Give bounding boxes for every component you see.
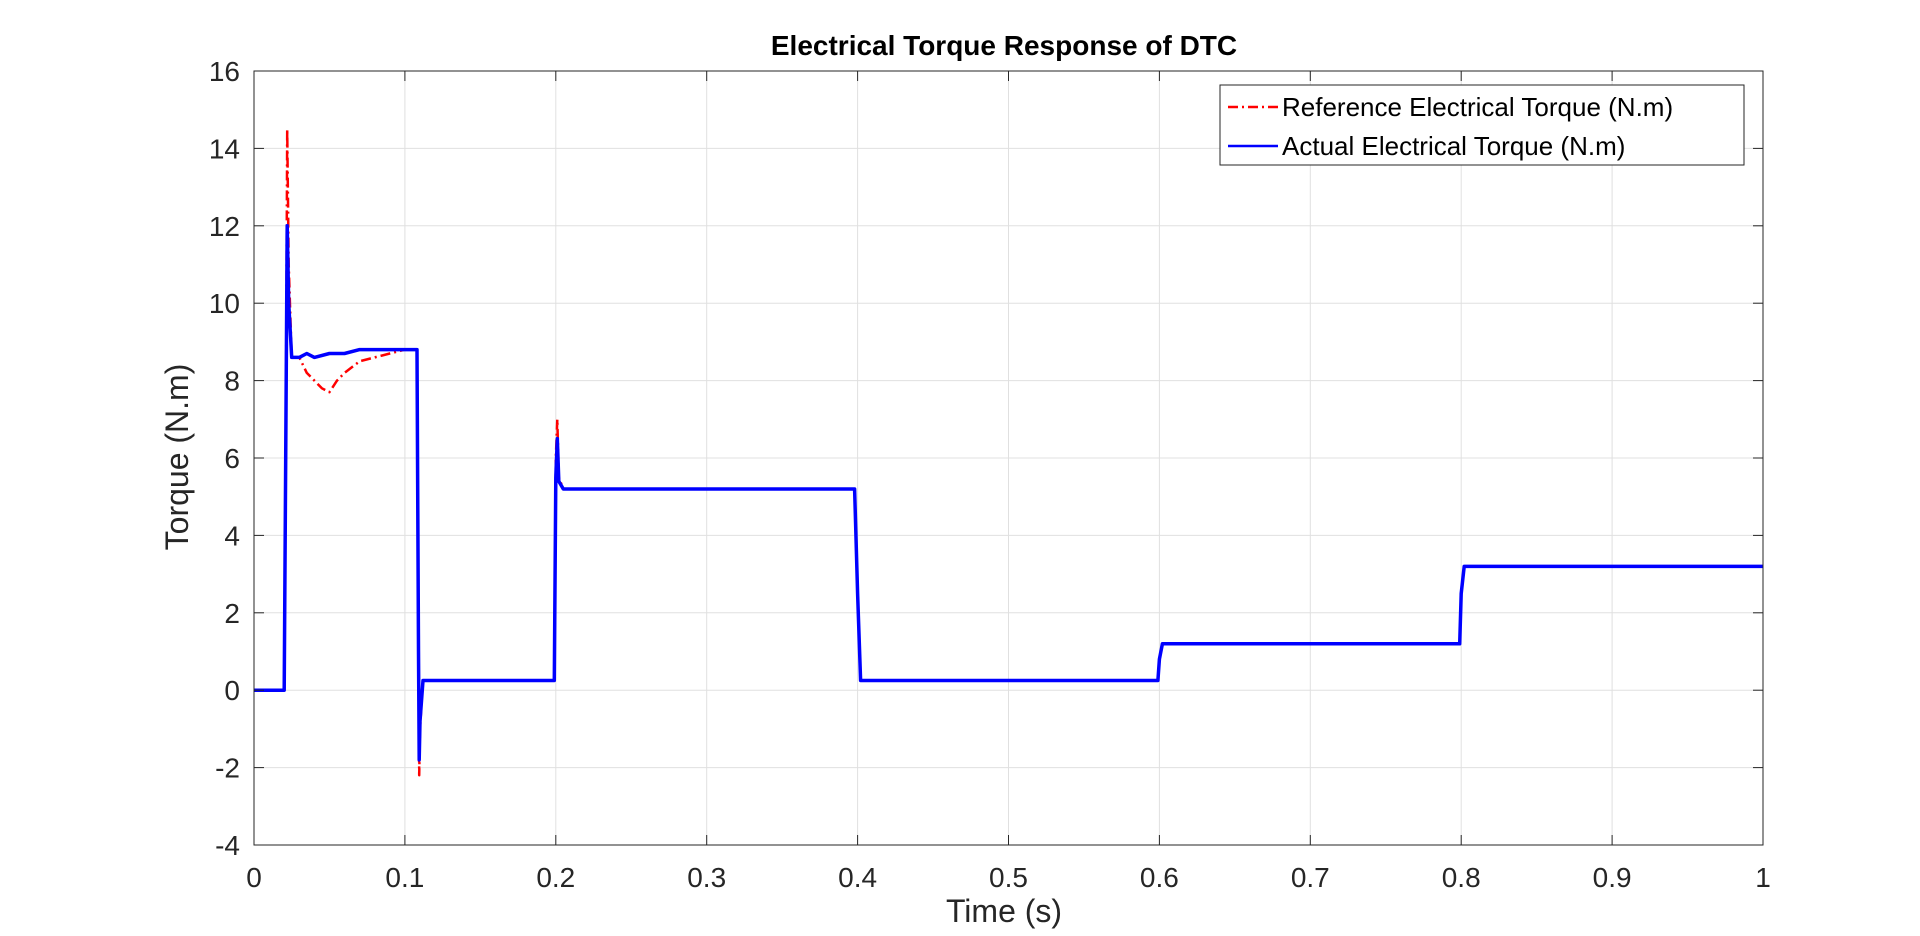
y-tick-label: 6 <box>224 443 240 474</box>
y-tick-label: -2 <box>215 753 240 784</box>
y-tick-label: 16 <box>209 56 240 87</box>
legend-box <box>1219 84 1745 166</box>
series-layer <box>254 127 1763 777</box>
y-axis-label: Torque (N.m) <box>159 364 195 551</box>
x-tick-label: 0.3 <box>687 862 726 893</box>
x-tick-label: 0.7 <box>1291 862 1330 893</box>
y-tick-labels: -4 -2 0 2 4 6 8 10 12 14 16 <box>209 56 240 861</box>
x-axis-label: Time (s) <box>946 893 1062 929</box>
y-tick-label: 14 <box>209 133 240 164</box>
x-tick-label: 0.8 <box>1442 862 1481 893</box>
legend: Reference Electrical Torque (N.m) Actual… <box>1219 84 1745 166</box>
legend-label-reference: Reference Electrical Torque (N.m) <box>1282 92 1673 122</box>
y-tick-label: 8 <box>224 366 240 397</box>
x-tick-label: 0.5 <box>989 862 1028 893</box>
x-tick-label: 0.4 <box>838 862 877 893</box>
series-line-actual <box>254 224 1763 762</box>
x-tick-label: 0.6 <box>1140 862 1179 893</box>
x-tick-label: 0.1 <box>385 862 424 893</box>
x-tick-labels: 0 0.1 0.2 0.3 0.4 0.5 0.6 0.7 0.8 0.9 1 <box>246 862 1771 893</box>
x-tick-label: 0.2 <box>536 862 575 893</box>
y-tick-label: 12 <box>209 211 240 242</box>
y-tick-label: 10 <box>209 288 240 319</box>
y-tick-label: 4 <box>224 520 240 551</box>
x-tick-label: 0.9 <box>1593 862 1632 893</box>
ticks <box>253 70 1764 846</box>
x-tick-label: 0 <box>246 862 262 893</box>
chart-title: Electrical Torque Response of DTC <box>771 30 1237 61</box>
y-tick-label: -4 <box>215 830 240 861</box>
y-tick-label: 2 <box>224 598 240 629</box>
legend-label-actual: Actual Electrical Torque (N.m) <box>1282 131 1625 161</box>
y-tick-label: 0 <box>224 675 240 706</box>
x-tick-label: 1 <box>1755 862 1771 893</box>
